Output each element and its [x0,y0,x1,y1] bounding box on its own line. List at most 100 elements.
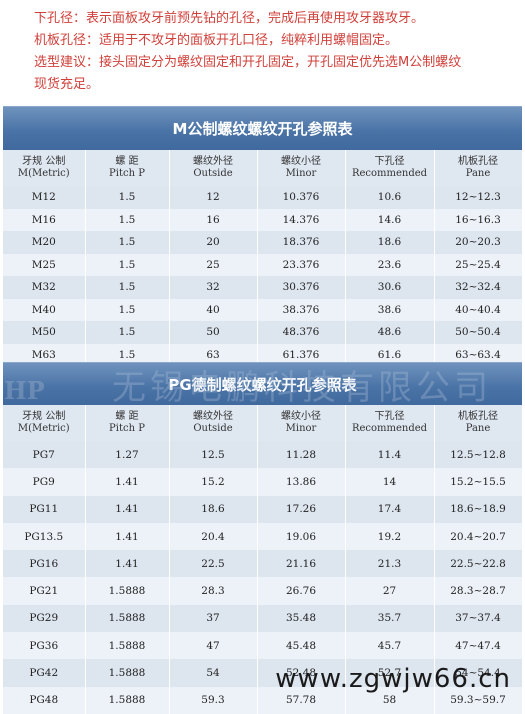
cell-recommended: 10.6 [345,186,435,209]
table-row: M40 1.5 40 38.376 38.6 40~40.4 [3,298,523,321]
cell-thread-size: PG21 [3,577,86,605]
cell-thread-size: PG29 [3,604,86,633]
cell-pitch: 1.5888 [85,632,170,660]
cell-minor: 14.376 [257,208,346,231]
cell-thread-size: M20 [3,231,86,254]
cell-recommended: 14.6 [345,208,435,231]
cell-minor: 48.376 [257,321,346,344]
cell-pitch: 1.5 [85,298,170,321]
cell-recommended: 48.6 [345,321,435,344]
cell-recommended: 27 [345,577,435,605]
header-minor: 螺纹小径 Minor [257,405,346,441]
cell-outside: 50 [169,321,258,344]
cell-outside: 25 [169,253,258,276]
company-watermark: 无锡电鹏科技有限公司 [112,368,492,408]
cell-pitch: 1.5888 [85,686,170,714]
cell-pitch: 1.5 [85,321,170,344]
table-row: PG7 1.27 12.5 11.28 11.4 12.5~12.8 [3,441,523,469]
table-row: M16 1.5 16 14.376 14.6 16~16.3 [3,208,523,231]
cell-minor: 13.86 [257,468,346,496]
cell-outside: 59.3 [169,686,258,714]
cell-recommended: 35.7 [345,604,435,633]
cell-pane: 37~37.4 [434,604,523,633]
table-row: M12 1.5 12 10.376 10.6 12~12.3 [3,186,523,209]
cell-outside: 20.4 [169,522,258,551]
cell-thread-size: M12 [3,186,86,209]
cell-pane: 22.5~22.8 [434,550,523,578]
cell-pitch: 1.5888 [85,604,170,633]
note-panel-hole: 机板孔径：适用于不攻牙的面板开孔口径，纯粹利用螺帽固定。 [34,33,399,48]
cell-recommended: 21.3 [345,550,435,578]
table-row: PG42 1.5888 54 52.48 52.7 54~54.4 [3,659,523,687]
header-outside: 螺纹外径 Outside [169,405,258,441]
cell-pane: 47~47.4 [434,632,523,660]
cell-pitch: 1.5 [85,343,170,366]
cell-pane: 12.5~12.8 [434,441,523,469]
header-outside: 螺纹外径 Outside [169,150,258,186]
cell-minor: 61.376 [257,343,346,366]
cell-minor: 38.376 [257,298,346,321]
cell-thread-size: PG13.5 [3,522,86,551]
cell-outside: 47 [169,632,258,660]
cell-pane: 12~12.3 [434,186,523,209]
pg-thread-table: 牙规 公制 M(Metric) 螺 距 Pitch P 螺纹外径 Outside 螺纹… [3,405,523,714]
cell-thread-size: PG48 [3,686,86,714]
cell-thread-size: M25 [3,253,86,276]
table-header-row: 牙规 公制 M(Metric) 螺 距 Pitch P 螺纹外径 Outside 螺纹… [3,150,523,186]
table-row: PG36 1.5888 47 45.48 45.7 47~47.4 [3,632,523,660]
cell-minor: 52.48 [257,659,346,687]
cell-thread-size: M63 [3,343,86,366]
cell-minor: 19.06 [257,522,346,551]
cell-recommended: 17.4 [345,495,435,523]
cell-pitch: 1.41 [85,550,170,578]
cell-pane: 25~25.4 [434,253,523,276]
table-row: PG29 1.5888 37 35.48 35.7 37~37.4 [3,604,523,633]
cell-outside: 40 [169,298,258,321]
cell-pane: 18.6~18.9 [434,495,523,523]
header-thread-size: 牙规 公制 M(Metric) [3,405,86,441]
cell-pitch: 1.41 [85,468,170,496]
cell-outside: 16 [169,208,258,231]
logo-watermark: HP [4,376,45,405]
table-row: M63 1.5 63 61.376 61.6 63~63.4 [3,343,523,366]
cell-pane: 15.2~15.5 [434,468,523,496]
cell-recommended: 45.7 [345,632,435,660]
cell-thread-size: PG7 [3,441,86,469]
cell-pitch: 1.5 [85,231,170,254]
table-row: M25 1.5 25 23.376 23.6 25~25.4 [3,253,523,276]
cell-minor: 17.26 [257,495,346,523]
table-row: PG11 1.41 18.6 17.26 17.4 18.6~18.9 [3,495,523,523]
cell-thread-size: PG16 [3,550,86,578]
header-pitch: 螺 距 Pitch P [85,150,170,186]
cell-outside: 28.3 [169,577,258,605]
cell-pane: 54~54.4 [434,659,523,687]
cell-pane: 32~32.4 [434,276,523,299]
table-row: PG13.5 1.41 20.4 19.06 19.2 20.4~20.7 [3,522,523,551]
cell-pane: 20.4~20.7 [434,522,523,551]
cell-minor: 23.376 [257,253,346,276]
table-row: M32 1.5 32 30.376 30.6 32~32.4 [3,276,523,299]
cell-thread-size: M50 [3,321,86,344]
cell-recommended: 61.6 [345,343,435,366]
notes-block: 下孔径：表示面板攻牙前预先钻的孔径，完成后再使用攻牙器攻牙。 机板孔径：适用于不… [34,8,514,96]
cell-minor: 10.376 [257,186,346,209]
header-recommended: 下孔径 Recommended [345,405,435,441]
cell-thread-size: M16 [3,208,86,231]
cell-pane: 50~50.4 [434,321,523,344]
cell-recommended: 38.6 [345,298,435,321]
cell-minor: 18.376 [257,231,346,254]
cell-outside: 12.5 [169,441,258,469]
header-thread-size: 牙规 公制 M(Metric) [3,150,86,186]
cell-recommended: 52.7 [345,659,435,687]
cell-minor: 45.48 [257,632,346,660]
note-bottom-hole: 下孔径：表示面板攻牙前预先钻的孔径，完成后再使用攻牙器攻牙。 [34,11,425,26]
cell-thread-size: PG36 [3,632,86,660]
cell-pitch: 1.5 [85,186,170,209]
cell-outside: 20 [169,231,258,254]
cell-minor: 26.76 [257,577,346,605]
cell-pane: 20~20.3 [434,231,523,254]
table-row: PG9 1.41 15.2 13.86 14 15.2~15.5 [3,468,523,496]
cell-recommended: 18.6 [345,231,435,254]
metric-table-title: M公制螺纹螺纹开孔参照表 [3,106,522,151]
cell-thread-size: M32 [3,276,86,299]
